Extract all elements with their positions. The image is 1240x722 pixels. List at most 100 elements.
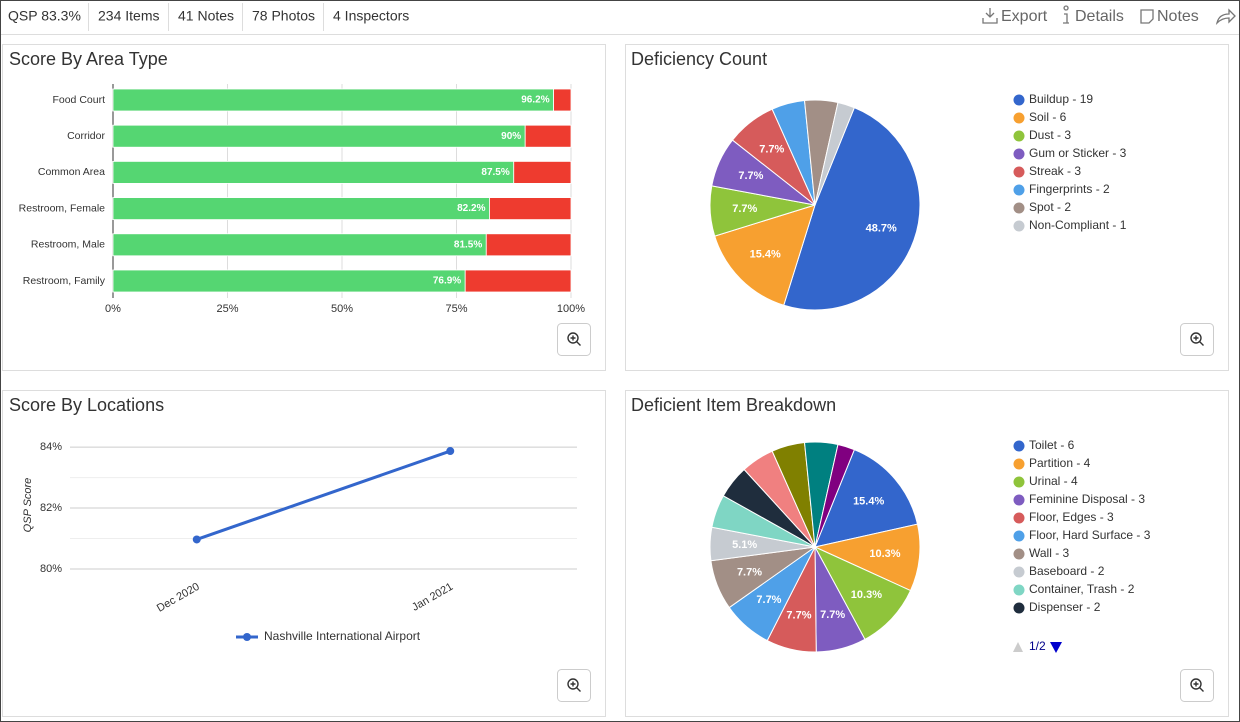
value-label: 82.2% [457,203,485,214]
legend-marker [1013,130,1025,142]
chart-title: Deficient Item Breakdown [631,395,836,415]
bar-segment [464,269,572,293]
zoom-button[interactable] [557,323,591,356]
point [446,447,455,456]
y-tick-label: Restroom, Family [23,275,106,287]
pie-slice [783,106,921,311]
zoom-button[interactable] [557,669,591,702]
y-tick-label: Corridor [67,130,105,142]
bar-segment [112,269,466,293]
value-label: 15.4% [750,249,781,261]
bar-segment [524,124,572,148]
share-button[interactable] [1215,8,1236,26]
legend-label: Floor, Edges - 3 [1029,510,1114,524]
value-label: 7.7% [786,609,811,621]
stat: QSP 83.3% [8,8,81,24]
legend-marker [1013,512,1025,524]
legend-marker [1013,602,1025,614]
zoom-button[interactable] [1180,323,1214,356]
legend-label: Floor, Hard Surface - 3 [1029,528,1151,542]
y-tick-label: Restroom, Female [19,202,106,214]
legend-label: Fingerprints - 2 [1029,182,1110,196]
legend-label: Feminine Disposal - 3 [1029,492,1145,506]
details-button[interactable]: Details [1063,5,1124,25]
legend-marker [1013,530,1025,542]
chart-title: Deficiency Count [631,49,767,69]
bar-segment [112,197,490,221]
y-tick-label: Restroom, Male [31,239,105,251]
legend-label: Gum or Sticker - 3 [1029,146,1127,160]
panel [2,390,606,717]
pager-label: 1/2 [1029,639,1046,653]
pager-next[interactable] [1050,642,1062,653]
zoom-button[interactable] [1180,669,1214,702]
notes-button[interactable]: Notes [1140,8,1199,25]
legend-label: Baseboard - 2 [1029,564,1105,578]
legend-marker [1013,584,1025,596]
y-tick-label: 84% [40,441,62,453]
bar-segment [112,124,526,148]
point [192,535,201,544]
legend-label: Non-Compliant - 1 [1029,218,1127,232]
legend-label: Soil - 6 [1029,110,1067,124]
legend-label: Container, Trash - 2 [1029,582,1135,596]
legend-marker [1013,476,1025,488]
value-label: 7.7% [759,143,784,155]
pie-slice [814,101,855,206]
pie-slice [814,448,919,548]
notes-icon [1140,9,1154,24]
stat: 234 Items [98,8,159,24]
legend-marker [1013,220,1025,232]
value-label: 10.3% [869,548,900,560]
legend-label: Dust - 3 [1029,128,1071,142]
value-label: 48.7% [866,223,897,235]
legend-label: Buildup - 19 [1029,92,1093,106]
export-button[interactable]: Export [982,8,1048,25]
bar-segment [513,160,572,184]
y-tick-label: Common Area [38,166,105,178]
x-tick-label: 100% [557,303,585,315]
y-axis-label: QSP Score [22,478,34,533]
legend-label: Urinal - 4 [1029,474,1078,488]
bar-segment [112,233,487,257]
legend-marker [1013,566,1025,578]
value-label: 90% [501,131,521,142]
bar-segment [489,197,572,221]
line [196,449,451,541]
stat: 41 Notes [178,8,234,24]
legend-marker [243,633,251,641]
legend-label: Spot - 2 [1029,200,1071,214]
x-tick-label: 25% [216,303,238,315]
legend-marker [1013,166,1025,178]
legend-marker [1013,202,1025,214]
value-label: 7.7% [820,609,845,621]
legend-marker [1013,94,1025,106]
legend-marker [1013,184,1025,196]
stat: 78 Photos [252,8,315,24]
value-label: 81.5% [454,239,482,250]
value-label: 10.3% [851,589,882,601]
details-icon [1063,5,1069,24]
legend-label: Wall - 3 [1029,546,1070,560]
legend-marker [1013,112,1025,124]
legend-label: Nashville International Airport [264,629,421,643]
legend-marker [1013,494,1025,506]
legend-label: Streak - 3 [1029,164,1081,178]
chart-title: Score By Area Type [9,49,168,69]
bar-segment [485,233,572,257]
y-tick-label: 80% [40,563,62,575]
legend-label: Partition - 4 [1029,456,1091,470]
x-tick-label: 75% [445,303,467,315]
value-label: 7.7% [732,203,757,215]
value-label: 96.2% [521,95,549,106]
legend-marker [1013,440,1025,452]
value-label: 7.7% [756,594,781,606]
value-label: 7.7% [737,567,762,579]
chart-title: Score By Locations [9,395,164,415]
stat: 4 Inspectors [333,8,409,24]
value-label: 76.9% [433,276,461,287]
value-label: 7.7% [738,170,763,182]
value-label: 15.4% [853,495,884,507]
pie-slice [814,443,855,548]
